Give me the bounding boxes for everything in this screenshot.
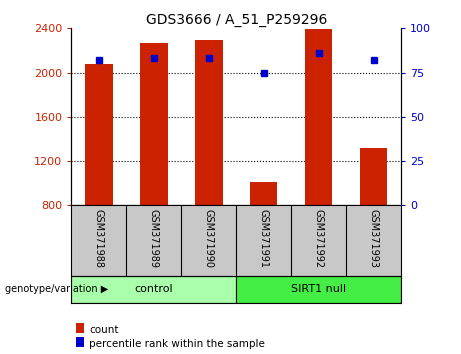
Text: SIRT1 null: SIRT1 null <box>291 284 346 295</box>
Text: percentile rank within the sample: percentile rank within the sample <box>89 339 265 349</box>
Text: count: count <box>89 325 118 335</box>
Bar <box>250 182 278 205</box>
Text: GSM371992: GSM371992 <box>313 209 324 268</box>
Bar <box>305 29 332 205</box>
Bar <box>236 276 401 303</box>
Bar <box>140 43 168 205</box>
Text: GSM371989: GSM371989 <box>149 209 159 268</box>
Bar <box>360 148 387 205</box>
Title: GDS3666 / A_51_P259296: GDS3666 / A_51_P259296 <box>146 13 327 27</box>
Text: GSM371990: GSM371990 <box>204 209 214 268</box>
Text: GSM371988: GSM371988 <box>94 209 104 268</box>
Bar <box>85 64 112 205</box>
Bar <box>71 276 236 303</box>
Text: genotype/variation ▶: genotype/variation ▶ <box>5 284 108 295</box>
Text: control: control <box>135 284 173 295</box>
Text: GSM371991: GSM371991 <box>259 209 269 268</box>
Bar <box>195 40 223 205</box>
Text: GSM371993: GSM371993 <box>369 209 378 268</box>
